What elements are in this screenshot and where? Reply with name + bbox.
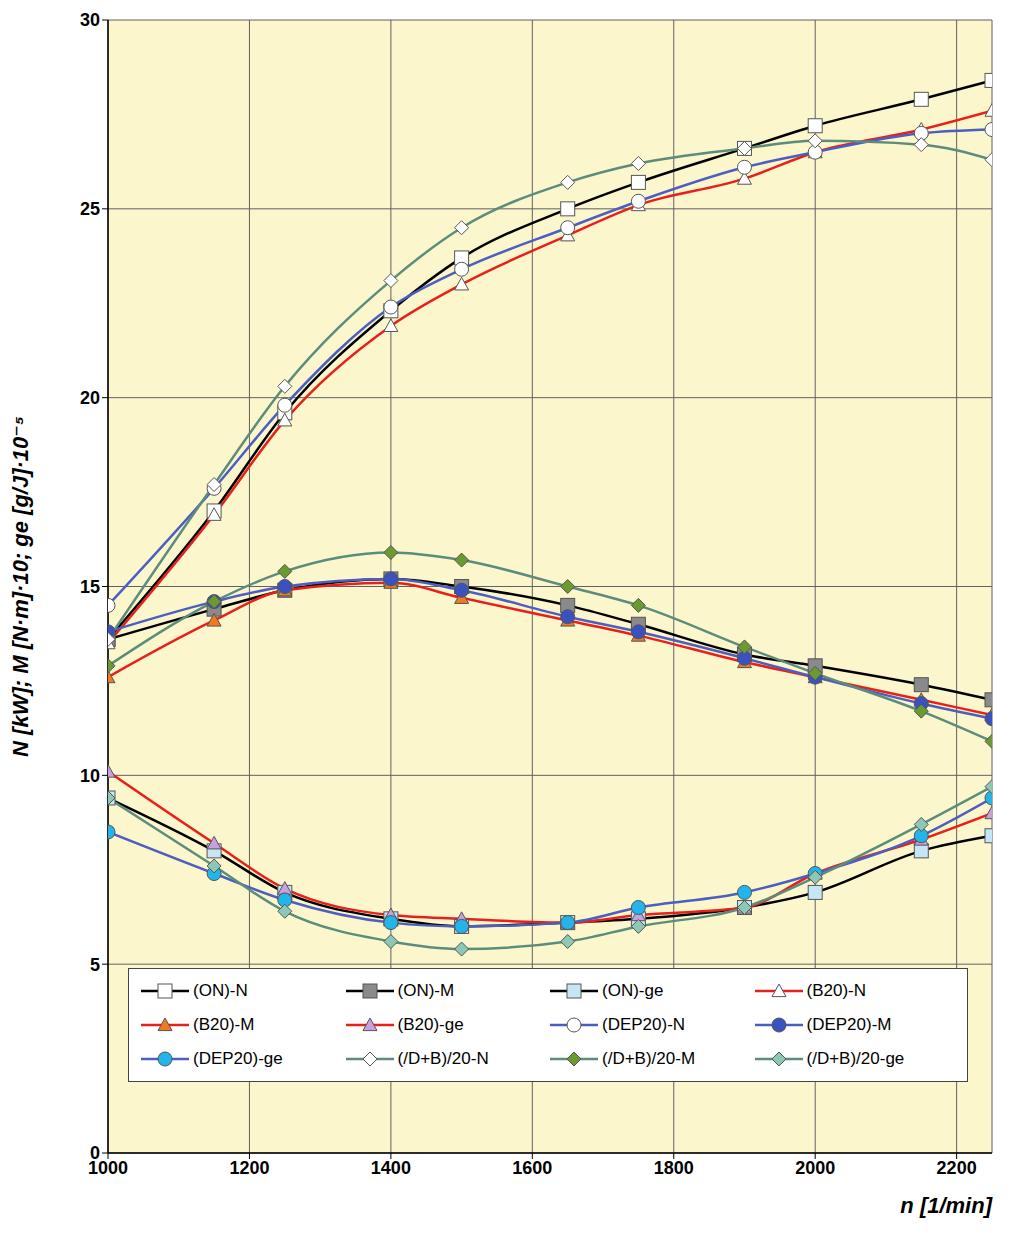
svg-text:2200: 2200 xyxy=(937,1158,977,1178)
html-text:(B20)-ge: (B20)-ge xyxy=(397,1015,464,1035)
svg-text:1800: 1800 xyxy=(654,1158,694,1178)
html-text:(DEP20)-ge: (DEP20)-ge xyxy=(193,1049,283,1069)
html-text:(/D+B)/20-N: (/D+B)/20-N xyxy=(397,1049,489,1069)
svg-text:20: 20 xyxy=(80,388,100,408)
html-text:(/D+B)/20-M: (/D+B)/20-M xyxy=(602,1049,695,1069)
svg-text:1400: 1400 xyxy=(371,1158,411,1178)
svg-text:5: 5 xyxy=(90,955,100,975)
html-text:(ON)-ge: (ON)-ge xyxy=(602,981,664,1001)
svg-text:1200: 1200 xyxy=(229,1158,269,1178)
html-text:(ON)-N: (ON)-N xyxy=(193,981,248,1001)
svg-text:15: 15 xyxy=(80,577,100,597)
svg-text:1600: 1600 xyxy=(512,1158,552,1178)
svg-text:1000: 1000 xyxy=(88,1157,128,1178)
svg-text:30: 30 xyxy=(80,10,100,30)
html-text:(/D+B)/20-ge: (/D+B)/20-ge xyxy=(806,1049,905,1069)
svg-text:2000: 2000 xyxy=(795,1158,835,1178)
html-text:(ON)-M: (ON)-M xyxy=(397,981,455,1001)
html-text:(B20)-N: (B20)-N xyxy=(806,981,866,1001)
html-text:(DEP20)-M: (DEP20)-M xyxy=(806,1015,892,1035)
html-text:(B20)-M: (B20)-M xyxy=(193,1015,255,1035)
svg-text:N [kW]; M [N·m]·10; ge [g/J]·1: N [kW]; M [N·m]·10; ge [g/J]·10⁻⁵ xyxy=(8,416,33,757)
svg-text:25: 25 xyxy=(80,199,100,219)
svg-text:0: 0 xyxy=(90,1143,100,1163)
svg-text:n [1/min]: n [1/min] xyxy=(900,1193,992,1218)
html-text:(DEP20)-N: (DEP20)-N xyxy=(602,1015,686,1035)
svg-text:10: 10 xyxy=(80,766,100,786)
